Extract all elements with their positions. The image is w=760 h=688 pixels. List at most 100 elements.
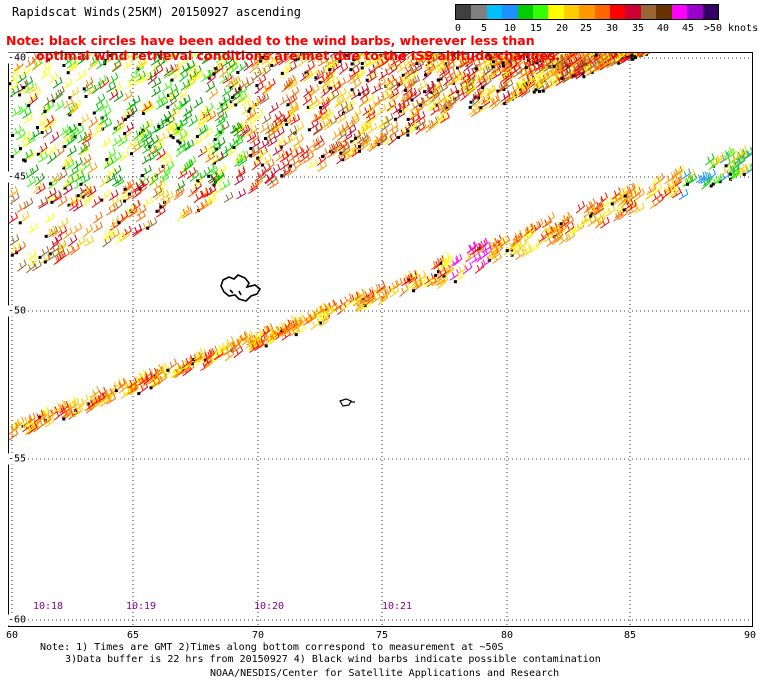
qc-marker xyxy=(66,71,70,75)
wind-barb xyxy=(48,226,59,238)
wind-barb xyxy=(714,151,725,165)
wind-barb xyxy=(69,165,79,177)
qc-marker xyxy=(43,110,47,113)
wind-barb xyxy=(108,88,119,101)
wind-barb xyxy=(426,100,437,112)
wind-barb xyxy=(318,110,329,123)
wind-barb xyxy=(438,274,449,286)
wind-barb xyxy=(78,394,89,407)
qc-marker xyxy=(48,252,52,256)
wind-barb xyxy=(456,263,467,276)
qc-marker xyxy=(486,52,490,56)
wind-barb xyxy=(264,170,274,184)
qc-marker xyxy=(610,202,614,206)
qc-marker xyxy=(399,109,402,113)
wind-barb xyxy=(441,90,452,103)
qc-marker xyxy=(159,205,163,209)
wind-barb xyxy=(203,357,213,370)
wind-barb xyxy=(24,81,35,94)
qc-marker xyxy=(123,187,127,191)
wind-barb xyxy=(139,52,146,56)
qc-marker xyxy=(306,105,310,109)
wind-barb xyxy=(200,69,211,83)
wind-barb xyxy=(631,186,642,199)
wind-barb xyxy=(149,173,159,186)
wind-barb xyxy=(577,59,587,72)
wind-barb xyxy=(158,96,169,108)
qc-marker xyxy=(491,65,495,69)
qc-marker xyxy=(503,102,507,106)
wind-barbs xyxy=(8,52,753,441)
wind-barb xyxy=(359,135,370,147)
qc-marker xyxy=(560,76,564,80)
wind-barb xyxy=(224,100,235,112)
wind-barb xyxy=(302,93,313,106)
wind-barb xyxy=(141,153,152,165)
wind-barb xyxy=(205,163,215,176)
wind-barb xyxy=(28,222,38,234)
wind-barb xyxy=(346,124,357,137)
wind-barb xyxy=(113,199,123,213)
qc-marker xyxy=(37,415,41,419)
wind-barb xyxy=(216,163,227,176)
wind-barb xyxy=(337,128,347,141)
wind-barb xyxy=(252,68,262,81)
qc-marker xyxy=(280,174,284,178)
wind-barb xyxy=(410,75,420,87)
wind-barb xyxy=(331,81,342,94)
wind-barb xyxy=(192,135,203,147)
wind-barb xyxy=(109,195,119,208)
qc-marker xyxy=(171,136,175,140)
wind-barb xyxy=(62,77,73,90)
wind-barb xyxy=(425,63,436,76)
wind-barb xyxy=(93,211,103,224)
qc-marker xyxy=(360,66,364,70)
wind-barb xyxy=(323,71,334,84)
wind-barb xyxy=(517,238,528,251)
wind-barb xyxy=(481,241,492,254)
wind-barb xyxy=(177,97,188,111)
qc-marker xyxy=(492,60,495,64)
wind-barb xyxy=(372,57,383,70)
wind-barb xyxy=(162,155,173,167)
wind-barb xyxy=(712,173,723,185)
wind-barb xyxy=(237,333,247,345)
qc-marker xyxy=(709,184,713,188)
wind-barb xyxy=(224,348,235,362)
wind-barb xyxy=(503,53,513,67)
wind-barb xyxy=(560,211,571,225)
wind-barb xyxy=(140,220,151,232)
qc-marker xyxy=(439,77,443,81)
colorbar-cell xyxy=(533,5,549,19)
wind-barb xyxy=(305,100,316,113)
qc-marker xyxy=(532,90,536,94)
wind-barb xyxy=(62,176,72,189)
wind-barb xyxy=(256,92,266,105)
qc-marker xyxy=(594,53,598,57)
wind-barb xyxy=(250,137,261,149)
wind-barb xyxy=(207,345,218,358)
wind-barb xyxy=(45,225,56,237)
qc-marker xyxy=(10,155,14,158)
wind-barb xyxy=(400,90,410,102)
wind-barb xyxy=(407,119,418,132)
wind-barb xyxy=(320,117,331,130)
wind-barb xyxy=(192,176,203,190)
wind-barb xyxy=(225,75,235,88)
wind-barb xyxy=(425,80,435,94)
wind-barb xyxy=(455,270,465,283)
wind-barb xyxy=(323,109,334,121)
wind-barb xyxy=(486,84,497,97)
wind-barb xyxy=(575,67,586,80)
qc-marker xyxy=(401,73,405,77)
wind-barb xyxy=(408,269,419,281)
wind-barb xyxy=(310,136,320,148)
wind-barb xyxy=(26,176,37,188)
wind-barb xyxy=(621,195,632,207)
wind-barb xyxy=(80,173,91,185)
wind-barb xyxy=(199,188,209,200)
wind-barb xyxy=(136,369,146,382)
wind-barb xyxy=(564,222,575,235)
wind-barb xyxy=(371,83,382,95)
grid-lines xyxy=(8,52,753,627)
